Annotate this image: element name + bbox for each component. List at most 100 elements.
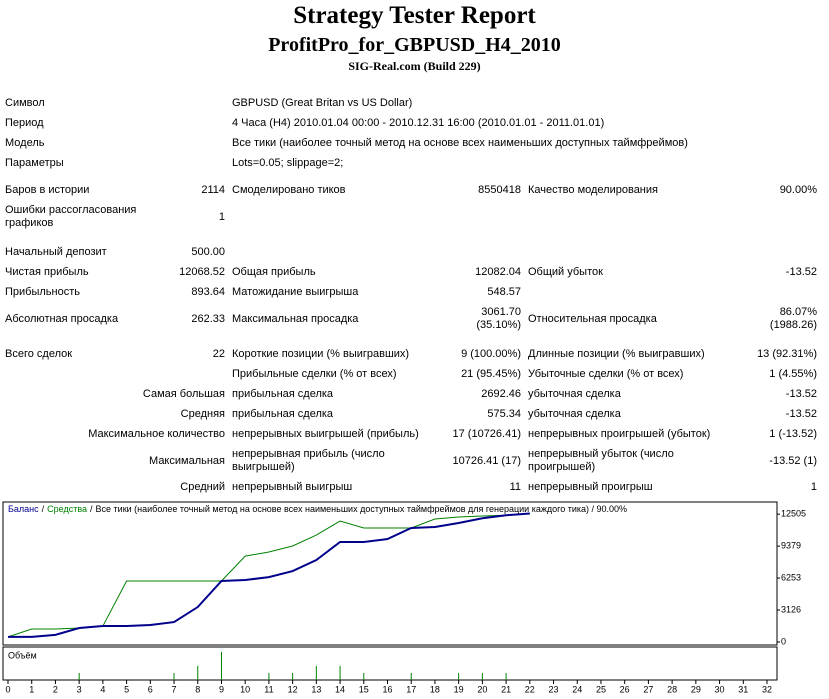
x-tick-label: 31 [738,684,748,694]
row-value: -13.52 (1) [769,455,817,467]
row-value: 8550418 [478,184,521,196]
row-label: Относительная просадка [528,313,657,325]
row-value: (1988.26) [769,319,817,331]
x-tick-label: 2 [53,684,58,694]
row-label: Средний [180,481,225,493]
row-label: выигрышей) [232,461,295,473]
x-tick-label: 27 [643,684,653,694]
x-tick-label: 18 [430,684,440,694]
row-value: 17 (10726.41) [452,428,522,440]
x-tick-label: 28 [667,684,677,694]
x-tick-label: 21 [501,684,511,694]
row-value: 1 [218,211,225,223]
x-tick-label: 26 [620,684,630,694]
x-tick-label: 17 [406,684,416,694]
y-tick-label: 9379 [781,540,801,550]
row-value: 1 (-13.52) [769,428,817,440]
x-tick-label: 29 [691,684,701,694]
row-label: графиков [5,217,54,229]
build-info: SIG-Real.com (Build 229) [348,59,481,73]
volume-label: Объём [8,650,37,660]
row-value: 10726.41 (17) [452,455,522,467]
row-value: 86.07% [779,306,817,318]
row-label: Короткие позиции (% выигравших) [232,348,410,360]
plot-frame [2,501,778,646]
row-value: 548.57 [487,286,521,298]
x-tick-label: 12 [288,684,298,694]
legend-separator: / [90,504,93,514]
row-value: 9 (100.00%) [461,348,521,360]
row-label: Период [5,117,44,129]
row-label: Начальный депозит [5,246,107,258]
legend-separator: / [42,504,45,514]
row-value: 12068.52 [179,266,225,278]
row-value: 11 [509,481,521,493]
row-value: 12082.04 [475,266,521,278]
row-label: непрерывный проигрыш [528,481,653,493]
row-value: 3061.70 [481,306,521,318]
row-value: 4 Часа (H4) 2010.01.04 00:00 - 2010.12.3… [232,117,605,129]
row-value: 1 (4.55%) [769,368,817,380]
row-label: Самая большая [142,388,225,400]
x-tick-label: 25 [596,684,606,694]
row-label: непрерывный выигрыш [232,481,353,493]
row-label: Максимальная просадка [232,313,359,325]
row-label: Прибыльность [5,286,80,298]
row-value: 90.00% [779,184,817,196]
row-label: Максимальная [149,455,225,467]
series-line [7,513,530,638]
row-label: Символ [5,97,45,109]
row-value: 262.33 [191,313,225,325]
row-label: непрерывных проигрышей (убыток) [528,428,711,440]
row-label: Длинные позиции (% выигравших) [528,348,705,360]
row-label: Общая прибыль [232,266,316,278]
row-label: Чистая прибыль [5,266,89,278]
row-value: 2692.46 [481,388,521,400]
row-label: Средняя [180,408,225,420]
x-tick-label: 16 [382,684,392,694]
x-tick-label: 10 [240,684,250,694]
y-tick-label: 0 [781,636,786,646]
x-tick-label: 30 [715,684,725,694]
row-label: непрерывная прибыль (число [232,448,385,460]
row-value: 1 [810,481,817,493]
row-label: Баров в истории [5,184,90,196]
series-line [8,512,530,638]
legend-entry: Баланс [8,504,39,514]
row-label: Всего сделок [5,348,73,360]
x-tick-label: 13 [311,684,321,694]
row-value: (35.10%) [476,319,521,331]
row-label: Общий убыток [528,266,603,278]
x-tick-label: 3 [77,684,82,694]
report-title: Strategy Tester Report [293,2,536,29]
x-tick-label: 15 [359,684,369,694]
row-value: -13.52 [785,266,817,278]
x-tick-label: 32 [762,684,772,694]
legend: Баланс / Средства / Все тики (наиболее точны… [8,504,627,514]
x-tick-label: 22 [525,684,535,694]
row-label: прибыльная сделка [232,408,334,420]
row-label: Качество моделирования [528,184,658,196]
row-value: -13.52 [785,408,817,420]
row-label: Убыточные сделки (% от всех) [528,368,684,380]
x-tick-label: 23 [549,684,559,694]
volume-frame [2,646,778,681]
row-value: 893.64 [191,286,225,298]
row-value: 2114 [201,184,225,196]
y-tick-label: 12505 [781,509,806,519]
y-tick-label: 3126 [781,604,801,614]
row-label: проигрышей) [528,461,596,473]
x-tick-label: 4 [100,684,105,694]
x-tick-label: 5 [124,684,129,694]
x-tick-label: 7 [172,684,177,694]
row-value: 13 (92.31%) [757,348,817,360]
legend-note: Все тики (наиболее точный метод на основ… [96,504,627,514]
y-tick-label: 6253 [781,572,801,582]
x-tick-label: 8 [195,684,200,694]
row-value: 575.34 [487,408,521,420]
row-label: прибыльная сделка [232,388,334,400]
row-label: непрерывных выигрышей (прибыль) [232,428,419,440]
row-label: Матожидание выигрыша [232,286,359,298]
